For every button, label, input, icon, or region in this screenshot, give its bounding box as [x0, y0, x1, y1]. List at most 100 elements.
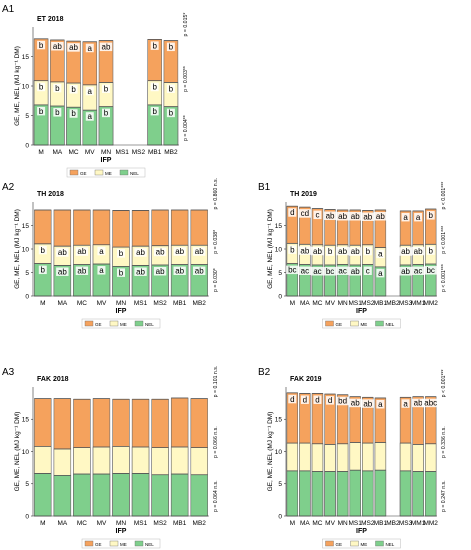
- significance-letter: ab: [195, 247, 204, 256]
- bar-nel-ma: [299, 470, 311, 517]
- letter-bg: [426, 246, 435, 255]
- significance-letter: b: [169, 109, 174, 118]
- letter-bg: [349, 211, 362, 221]
- significance-letter: b: [119, 249, 124, 258]
- bar-nel-mn: [336, 471, 349, 517]
- y-tick-label: 10: [275, 246, 283, 253]
- letter-bg: [56, 248, 69, 257]
- legend-label: GE: [95, 542, 102, 547]
- p-value: p = 0.015*: [183, 13, 189, 37]
- letter-bg: [134, 267, 147, 276]
- legend-swatch-nel: [119, 169, 129, 176]
- legend-box: [322, 538, 401, 549]
- x-axis-label: IFP: [356, 308, 367, 315]
- letter-bg: [134, 248, 147, 257]
- bar-nel-mb1: [374, 469, 387, 517]
- letter-bg: [363, 246, 372, 256]
- letter-bg: [150, 82, 159, 92]
- letter-bg: [38, 265, 47, 275]
- letter-bg: [300, 395, 309, 404]
- legend-swatch-ge: [84, 540, 94, 547]
- letter-bg: [153, 247, 167, 257]
- letter-bg: [69, 85, 78, 94]
- letter-bg: [336, 266, 349, 276]
- x-tick-label: MC: [69, 149, 79, 156]
- significance-letter: b: [328, 247, 333, 256]
- bar-nel-mb1: [170, 473, 189, 517]
- x-tick-label: MA: [57, 300, 67, 307]
- x-tick-label: MV: [97, 300, 107, 307]
- legend-swatch-me: [350, 320, 359, 327]
- significance-letter: ab: [77, 267, 86, 276]
- x-tick-label: MB2: [164, 149, 178, 156]
- letter-bg: [374, 211, 387, 221]
- letter-bg: [376, 399, 385, 409]
- significance-letter: ab: [351, 267, 360, 276]
- legend-swatch-nel: [375, 320, 384, 327]
- letter-bg: [166, 42, 175, 52]
- legend-swatch-me: [350, 540, 359, 547]
- letter-bg: [336, 211, 349, 221]
- p-value: p = 0.247 n.s.: [441, 480, 447, 512]
- x-tick-label: MS2: [361, 300, 375, 307]
- x-tick-label: M: [290, 520, 295, 527]
- x-tick-label: MB1: [374, 520, 388, 527]
- significance-letter: ab: [156, 267, 165, 276]
- x-tick-label: MV: [97, 520, 107, 527]
- significance-letter: ab: [313, 247, 322, 256]
- significance-letter: b: [290, 245, 295, 254]
- letter-bg: [102, 108, 110, 118]
- y-tick-label: 5: [25, 270, 29, 277]
- y-tick-label: 15: [275, 417, 283, 424]
- significance-letter: ab: [175, 267, 184, 276]
- legend-swatch-ge: [325, 320, 334, 327]
- letter-bg: [313, 210, 322, 220]
- legend-label: ME: [120, 542, 127, 547]
- letter-bg: [298, 209, 312, 218]
- letter-bg: [37, 106, 46, 116]
- chart-title: FAK 2018: [37, 376, 69, 383]
- significance-letter: b: [104, 84, 109, 93]
- letter-bg: [51, 41, 64, 51]
- significance-letter: a: [403, 399, 408, 408]
- x-tick-label: M: [290, 300, 295, 307]
- letter-bg: [117, 249, 125, 258]
- x-tick-label: MB1: [148, 149, 162, 156]
- significance-letter: c: [315, 211, 319, 220]
- letter-bg: [173, 266, 186, 276]
- y-tick-label: 15: [22, 54, 30, 61]
- letter-bg: [53, 108, 62, 117]
- letter-bg: [414, 212, 423, 222]
- letter-bg: [424, 266, 437, 275]
- significance-letter: ab: [77, 247, 86, 256]
- legend-label: ME: [120, 322, 127, 327]
- x-tick-label: MB2: [386, 520, 400, 527]
- bar-nel-m: [34, 473, 52, 517]
- bar-nel-ma: [53, 475, 72, 517]
- letter-bg: [53, 83, 62, 93]
- significance-letter: ab: [136, 267, 145, 276]
- p-value: p = 0.030*: [213, 268, 219, 292]
- x-tick-label: MS1: [349, 520, 363, 527]
- legend-swatch-me: [109, 540, 119, 547]
- p-value: p = 0.038*: [213, 230, 219, 254]
- x-axis-label: IFP: [116, 528, 127, 535]
- panel-label: A3: [2, 367, 15, 378]
- p-value: p = 0.064 n.s.: [213, 480, 219, 512]
- p-value: p < 0.001***: [441, 182, 447, 210]
- letter-bg: [97, 246, 106, 256]
- letter-bg: [56, 267, 69, 276]
- significance-letter: a: [99, 266, 104, 275]
- x-tick-label: MS3: [399, 300, 413, 307]
- legend-label: GE: [336, 542, 343, 547]
- letter-bg: [298, 246, 312, 255]
- letter-bg: [37, 82, 46, 92]
- bar-nel-mn: [112, 473, 130, 517]
- y-axis-label: GE, ME, NEL (MJ kg⁻¹ DM): [14, 412, 21, 492]
- legend-swatch-nel: [134, 320, 144, 327]
- letter-bg: [97, 266, 106, 275]
- letter-bg: [376, 268, 385, 278]
- legend-box: [322, 318, 401, 329]
- legend-label: NEL: [145, 322, 154, 327]
- p-value: p < 0.001***: [441, 264, 447, 292]
